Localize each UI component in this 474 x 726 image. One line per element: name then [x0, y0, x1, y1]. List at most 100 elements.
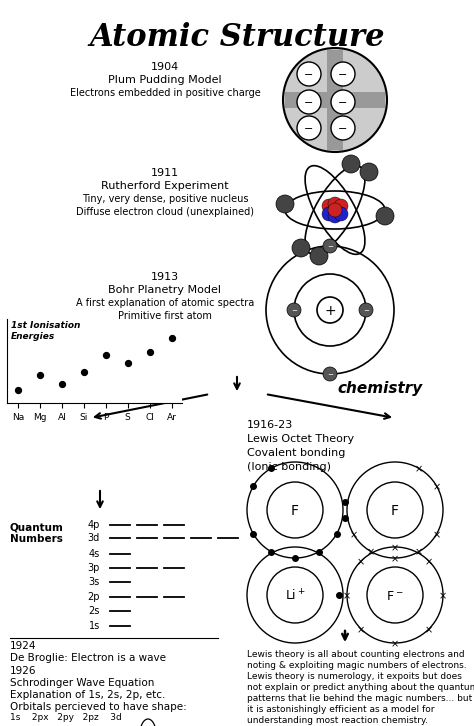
Circle shape: [334, 199, 348, 213]
Text: Plum Pudding Model: Plum Pudding Model: [108, 75, 222, 85]
Text: not explain or predict anything about the quantum: not explain or predict anything about th…: [247, 683, 474, 692]
Circle shape: [310, 247, 328, 265]
Text: ×: ×: [357, 625, 365, 635]
Text: 4p: 4p: [88, 520, 100, 530]
Circle shape: [331, 116, 355, 140]
Circle shape: [297, 116, 321, 140]
Text: patterns that lie behind the magic numbers... but: patterns that lie behind the magic numbe…: [247, 694, 472, 703]
Text: 2p: 2p: [88, 592, 100, 602]
Circle shape: [323, 367, 337, 381]
Text: −: −: [327, 372, 333, 378]
Text: Quantum: Quantum: [10, 522, 64, 532]
Text: ×: ×: [391, 554, 399, 564]
Text: Tiny, very dense, positive nucleus: Tiny, very dense, positive nucleus: [82, 194, 248, 204]
Point: [58, 378, 66, 390]
Bar: [327, 50, 343, 150]
Text: −: −: [363, 308, 369, 314]
Text: Li$^+$: Li$^+$: [285, 588, 305, 603]
Text: Lewis Octet Theory: Lewis Octet Theory: [247, 434, 354, 444]
Text: ×: ×: [415, 547, 423, 558]
Circle shape: [322, 207, 336, 221]
Text: −: −: [327, 244, 333, 250]
Text: 1s    2px   2py   2pz    3d: 1s 2px 2py 2pz 3d: [10, 713, 122, 722]
Text: F: F: [391, 504, 399, 518]
Text: ×: ×: [391, 543, 399, 553]
Point: [102, 349, 109, 361]
Circle shape: [292, 239, 310, 257]
Circle shape: [331, 62, 355, 86]
Point: [36, 369, 44, 380]
Text: ×: ×: [425, 557, 433, 567]
Circle shape: [328, 203, 342, 217]
Text: Lewis theory is all about counting electrons and: Lewis theory is all about counting elect…: [247, 650, 465, 659]
Circle shape: [376, 207, 394, 225]
Text: −: −: [338, 98, 348, 108]
Text: −: −: [338, 70, 348, 80]
Text: 3s: 3s: [89, 577, 100, 587]
Circle shape: [287, 303, 301, 317]
Text: 4s: 4s: [89, 549, 100, 559]
Text: ×: ×: [357, 557, 365, 567]
Circle shape: [359, 303, 373, 317]
Circle shape: [367, 567, 423, 623]
Text: −: −: [304, 124, 314, 134]
Text: −: −: [304, 70, 314, 80]
Circle shape: [328, 197, 342, 211]
Circle shape: [367, 482, 423, 538]
Circle shape: [322, 199, 336, 213]
Text: Numbers: Numbers: [10, 534, 63, 544]
Text: Primitive first atom: Primitive first atom: [118, 311, 212, 321]
Text: ×: ×: [432, 482, 441, 492]
Circle shape: [342, 155, 360, 173]
Text: 1904: 1904: [151, 62, 179, 72]
Text: F$^-$: F$^-$: [386, 590, 404, 603]
Text: 1911: 1911: [151, 168, 179, 178]
Text: ×: ×: [439, 591, 447, 601]
Text: 2s: 2s: [89, 606, 100, 616]
Circle shape: [360, 163, 378, 181]
Text: ×: ×: [432, 530, 441, 540]
Text: Lewis theory is numerology, it expoits but does: Lewis theory is numerology, it expoits b…: [247, 672, 462, 681]
Text: −: −: [291, 308, 297, 314]
Text: ×: ×: [367, 547, 375, 558]
Circle shape: [267, 567, 323, 623]
Text: Bohr Planetry Model: Bohr Planetry Model: [109, 285, 221, 295]
Text: Diffuse electron cloud (unexplained): Diffuse electron cloud (unexplained): [76, 207, 254, 217]
Point: [14, 384, 22, 396]
Text: Orbitals percieved to have shape:: Orbitals percieved to have shape:: [10, 702, 187, 712]
Text: 1s: 1s: [89, 621, 100, 631]
Text: ×: ×: [349, 530, 357, 540]
Text: ×: ×: [343, 591, 351, 601]
Text: 1st Ionisation
Energies: 1st Ionisation Energies: [10, 321, 80, 340]
Text: +: +: [324, 304, 336, 318]
Text: Explanation of 1s, 2s, 2p, etc.: Explanation of 1s, 2s, 2p, etc.: [10, 690, 165, 700]
Text: 1916-23: 1916-23: [247, 420, 293, 430]
Text: Atomic Structure: Atomic Structure: [89, 22, 385, 53]
Bar: [285, 92, 385, 108]
Text: 1913: 1913: [151, 272, 179, 282]
Text: Schrodinger Wave Equation: Schrodinger Wave Equation: [10, 678, 155, 688]
Text: Electrons embedded in positive charge: Electrons embedded in positive charge: [70, 88, 260, 98]
Text: ×: ×: [391, 639, 399, 649]
Circle shape: [297, 90, 321, 114]
Text: F: F: [291, 504, 299, 518]
Circle shape: [331, 90, 355, 114]
Circle shape: [323, 239, 337, 253]
Circle shape: [334, 207, 348, 221]
Text: Rutherford Experiment: Rutherford Experiment: [101, 181, 229, 191]
Circle shape: [297, 62, 321, 86]
Text: De Broglie: Electron is a wave: De Broglie: Electron is a wave: [10, 653, 166, 663]
Text: (Ionic bonding): (Ionic bonding): [247, 462, 331, 472]
Circle shape: [328, 209, 342, 223]
Text: physics: physics: [86, 380, 150, 396]
Text: ×: ×: [415, 465, 423, 474]
Point: [80, 366, 88, 378]
Text: A first explanation of atomic spectra: A first explanation of atomic spectra: [76, 298, 254, 308]
Point: [124, 357, 131, 369]
Text: 3d: 3d: [88, 533, 100, 543]
Circle shape: [276, 195, 294, 213]
Text: 3p: 3p: [88, 563, 100, 573]
Text: 1924: 1924: [10, 641, 36, 651]
Text: noting & exploiting magic numbers of electrons.: noting & exploiting magic numbers of ele…: [247, 661, 466, 670]
Text: Covalent bonding: Covalent bonding: [247, 448, 346, 458]
